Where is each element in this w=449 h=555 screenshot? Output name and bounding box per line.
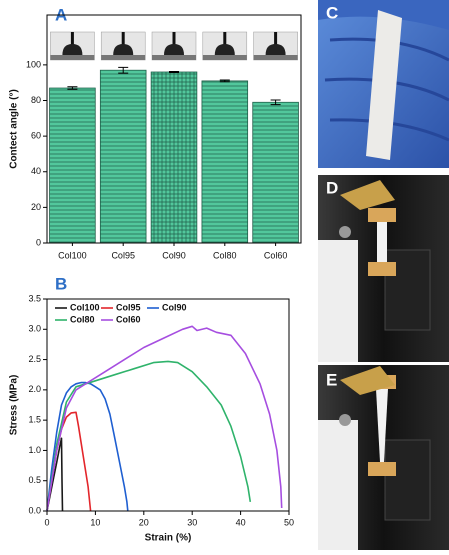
line — [46, 325, 283, 512]
x-tick-label: Col60 — [264, 250, 288, 260]
x-tick-label: 50 — [284, 517, 294, 527]
droplet — [62, 44, 83, 55]
plot-frame — [46, 14, 302, 244]
y-tick-label: 1.0 — [28, 445, 41, 455]
droplet — [113, 44, 134, 55]
panel-label: D — [326, 178, 338, 197]
x-tick-label: 20 — [139, 517, 149, 527]
x-tick-label: Col95 — [111, 250, 135, 260]
needle — [121, 32, 125, 46]
legend-label: Col95 — [116, 302, 141, 312]
legend-label: Col80 — [70, 314, 95, 324]
y-tick-label: 0 — [36, 237, 41, 247]
legend-label: Col90 — [162, 302, 187, 312]
substrate — [202, 55, 247, 60]
needle — [172, 32, 176, 46]
needle — [70, 32, 74, 46]
y-tick-label: 40 — [31, 166, 41, 176]
photo-c: C — [318, 0, 449, 168]
substrate — [253, 55, 298, 60]
x-axis-label: Strain (%) — [145, 533, 192, 544]
x-tick-label: 40 — [236, 517, 246, 527]
bar-pattern — [252, 102, 299, 243]
substrate — [152, 55, 196, 60]
panel-label: C — [326, 3, 338, 22]
y-tick-label: 100 — [26, 59, 41, 69]
droplet — [214, 44, 235, 55]
y-tick-label: 20 — [31, 202, 41, 212]
panel-label: E — [326, 370, 337, 389]
y-tick-label: 80 — [31, 95, 41, 105]
y-axis-label: Stress (MPa) — [9, 375, 20, 436]
x-tick-label: 0 — [44, 517, 49, 527]
line — [46, 360, 252, 512]
y-axis-label: Contect angle (°) — [9, 89, 20, 169]
substrate — [50, 55, 95, 60]
y-tick-label: 60 — [31, 131, 41, 141]
error-bar — [169, 70, 179, 74]
needle — [223, 32, 227, 46]
line — [46, 437, 64, 512]
x-tick-label: Col80 — [213, 250, 237, 260]
x-tick-label: Col100 — [58, 250, 87, 260]
substrate — [101, 55, 146, 60]
bar-pattern — [151, 72, 197, 243]
bar-pattern — [49, 88, 96, 243]
x-tick-label: 30 — [187, 517, 197, 527]
bar-pattern — [100, 70, 147, 243]
x-tick-label: 10 — [90, 517, 100, 527]
y-tick-label: 2.5 — [28, 354, 41, 364]
x-tick-label: Col90 — [162, 250, 186, 260]
needle — [274, 32, 278, 46]
y-tick-label: 3.0 — [28, 324, 41, 334]
line — [46, 381, 129, 512]
photo-d: D — [318, 175, 449, 362]
y-tick-label: 0.0 — [28, 505, 41, 515]
plot-frame — [46, 298, 290, 512]
photo-e: E — [318, 365, 449, 550]
y-tick-label: 1.5 — [28, 415, 41, 425]
error-bar — [67, 86, 78, 90]
droplet — [164, 44, 184, 55]
y-tick-label: 2.0 — [28, 384, 41, 394]
error-bar — [270, 99, 281, 106]
error-bar — [118, 66, 129, 74]
panel-label: B — [55, 274, 67, 293]
y-tick-label: 3.5 — [28, 293, 41, 303]
legend-label: Col60 — [116, 314, 141, 324]
y-tick-label: 0.5 — [28, 475, 41, 485]
droplet — [265, 44, 286, 55]
legend-label: Col100 — [70, 302, 100, 312]
error-bar — [219, 79, 230, 83]
bar-pattern — [201, 80, 248, 243]
